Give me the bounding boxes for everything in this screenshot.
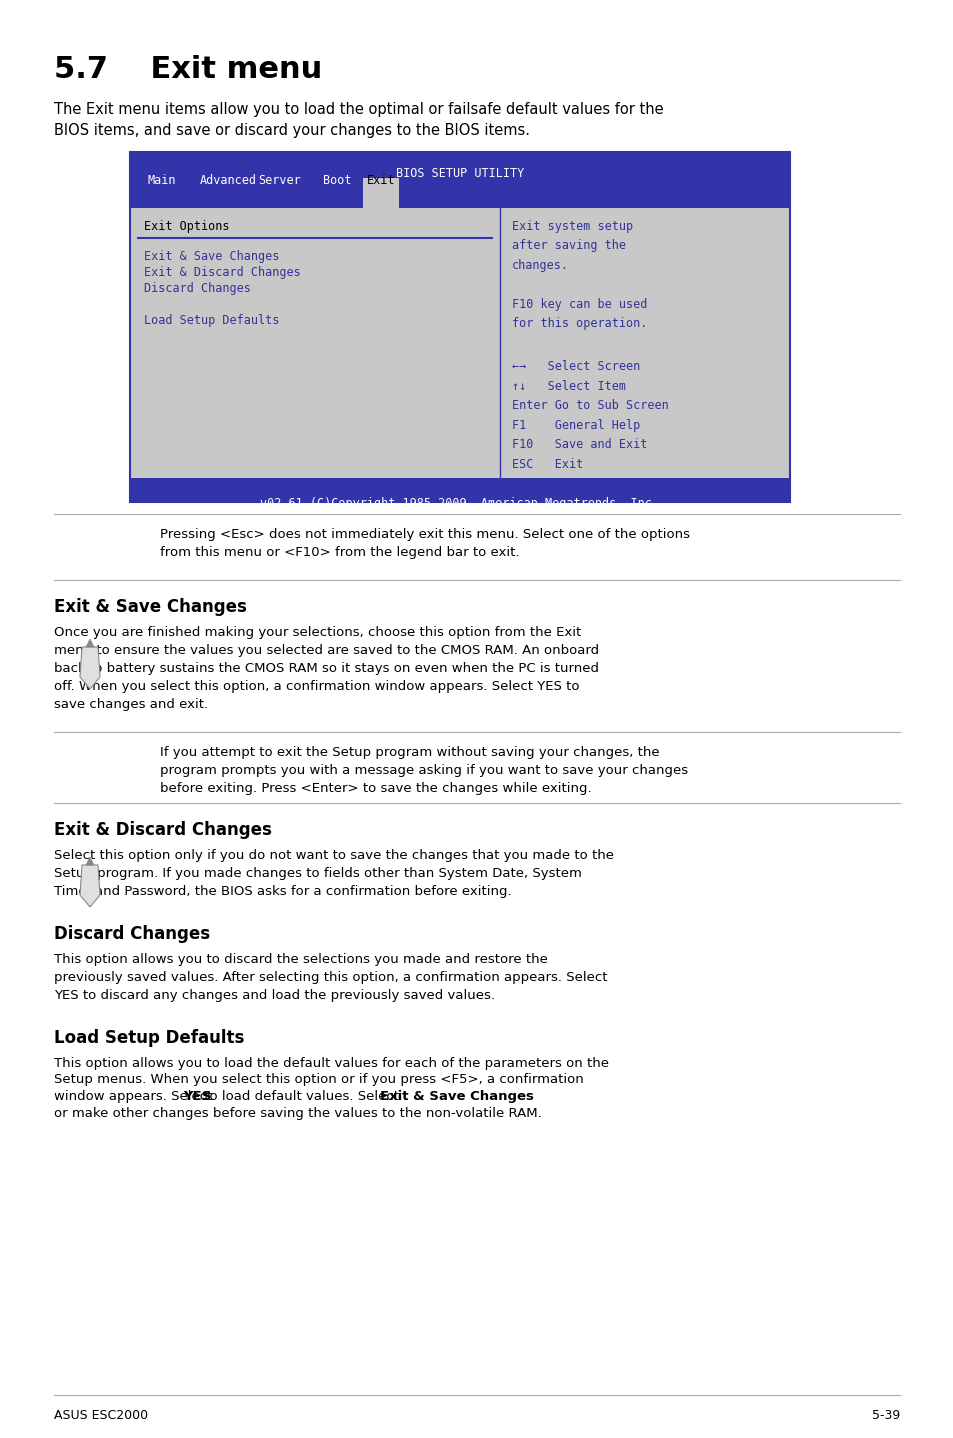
Polygon shape xyxy=(86,638,94,647)
Text: window appears. Select: window appears. Select xyxy=(54,1090,216,1103)
Text: Exit & Save Changes: Exit & Save Changes xyxy=(379,1090,534,1103)
Text: ASUS ESC2000: ASUS ESC2000 xyxy=(54,1409,148,1422)
Text: This option allows you to discard the selections you made and restore the
previo: This option allows you to discard the se… xyxy=(54,953,607,1002)
Text: Exit Options: Exit Options xyxy=(144,220,230,233)
Bar xyxy=(130,152,789,209)
Text: Once you are finished making your selections, choose this option from the Exit
m: Once you are finished making your select… xyxy=(54,626,598,710)
Text: Load Setup Defaults: Load Setup Defaults xyxy=(54,1030,244,1047)
Text: Server: Server xyxy=(257,174,300,187)
Text: YES: YES xyxy=(183,1090,212,1103)
Text: If you attempt to exit the Setup program without saving your changes, the
progra: If you attempt to exit the Setup program… xyxy=(160,746,687,795)
Text: BIOS SETUP UTILITY: BIOS SETUP UTILITY xyxy=(395,167,523,180)
Text: The Exit menu items allow you to load the optimal or failsafe default values for: The Exit menu items allow you to load th… xyxy=(54,102,663,138)
Text: Exit system setup
after saving the
changes.

F10 key can be used
for this operat: Exit system setup after saving the chang… xyxy=(512,220,647,331)
Text: Load Setup Defaults: Load Setup Defaults xyxy=(144,313,279,326)
Text: to load default values. Select: to load default values. Select xyxy=(200,1090,403,1103)
Text: Main: Main xyxy=(148,174,176,187)
Text: Advanced: Advanced xyxy=(200,174,256,187)
Text: Discard Changes: Discard Changes xyxy=(54,925,210,943)
Text: Exit & Discard Changes: Exit & Discard Changes xyxy=(144,266,300,279)
Text: Discard Changes: Discard Changes xyxy=(144,282,251,295)
Text: Exit: Exit xyxy=(367,174,395,187)
Bar xyxy=(130,477,789,502)
Text: v02.61 (C)Copyright 1985-2009, American Megatrends, Inc.: v02.61 (C)Copyright 1985-2009, American … xyxy=(260,498,659,510)
Polygon shape xyxy=(86,857,94,866)
Polygon shape xyxy=(80,866,100,907)
Text: This option allows you to load the default values for each of the parameters on : This option allows you to load the defau… xyxy=(54,1057,608,1070)
Text: Exit & Discard Changes: Exit & Discard Changes xyxy=(54,821,272,838)
Text: Boot: Boot xyxy=(323,174,351,187)
Text: Exit & Save Changes: Exit & Save Changes xyxy=(54,598,247,615)
Bar xyxy=(130,152,789,502)
Text: 5.7    Exit menu: 5.7 Exit menu xyxy=(54,55,322,83)
Bar xyxy=(363,178,398,209)
Polygon shape xyxy=(80,647,100,689)
Text: ←→   Select Screen
↑↓   Select Item
Enter Go to Sub Screen
F1    General Help
F1: ←→ Select Screen ↑↓ Select Item Enter Go… xyxy=(512,360,668,470)
Text: or make other changes before saving the values to the non-volatile RAM.: or make other changes before saving the … xyxy=(54,1106,541,1120)
Text: Setup menus. When you select this option or if you press <F5>, a confirmation: Setup menus. When you select this option… xyxy=(54,1074,583,1087)
Bar xyxy=(130,209,789,477)
Text: Pressing <Esc> does not immediately exit this menu. Select one of the options
fr: Pressing <Esc> does not immediately exit… xyxy=(160,528,689,559)
Text: Select this option only if you do not want to save the changes that you made to : Select this option only if you do not wa… xyxy=(54,848,614,897)
Text: 5-39: 5-39 xyxy=(871,1409,899,1422)
Text: Exit & Save Changes: Exit & Save Changes xyxy=(144,250,279,263)
